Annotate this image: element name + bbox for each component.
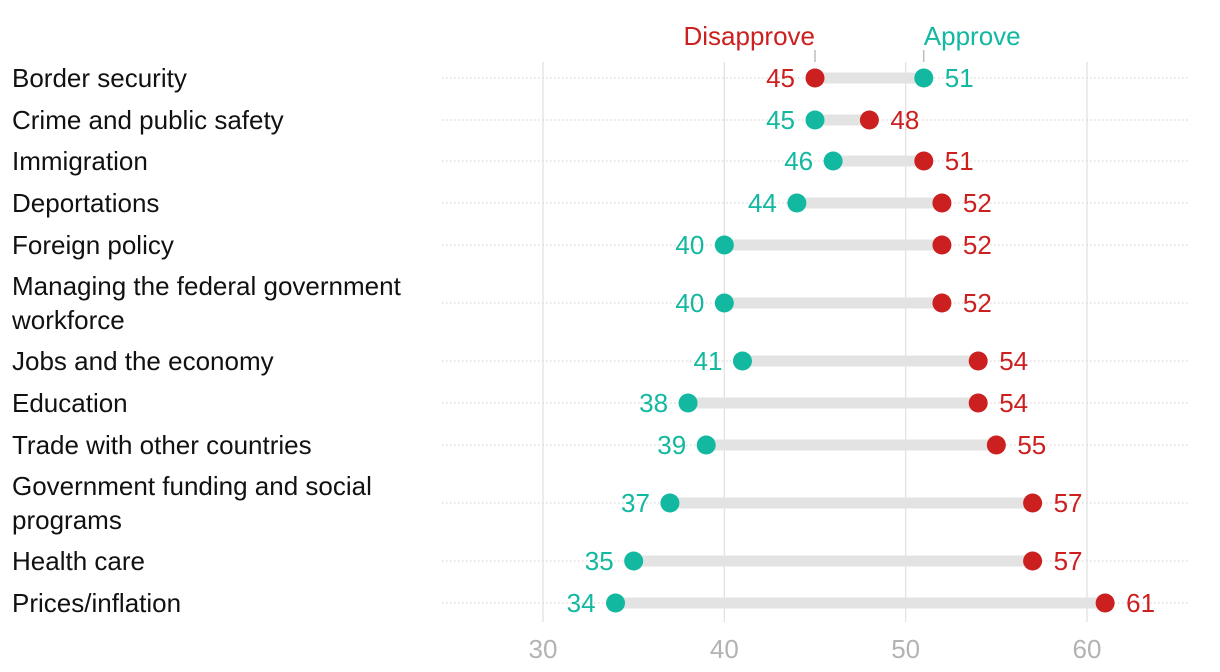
category-label: Prices/inflation xyxy=(12,588,181,618)
disapprove-value-label: 52 xyxy=(963,288,992,318)
category-label: Crime and public safety xyxy=(12,105,284,135)
legend-disapprove: Disapprove xyxy=(683,21,815,51)
labels: 45 51 Border security 45 48 Crime and public … xyxy=(11,63,1155,618)
disapprove-point xyxy=(914,151,934,171)
approve-point xyxy=(914,68,934,88)
x-tick-label-30: 30 xyxy=(529,634,558,664)
category-label: Education xyxy=(12,388,128,418)
approve-point xyxy=(805,110,825,130)
connector-bars xyxy=(615,72,1106,609)
category-label: Border security xyxy=(12,63,187,93)
approve-value-label: 44 xyxy=(748,188,777,218)
approve-value-label: 37 xyxy=(621,488,650,518)
approve-value-label: 40 xyxy=(675,288,704,318)
category-label: Deportations xyxy=(12,188,159,218)
category-label: Foreign policy xyxy=(12,230,174,260)
data-points xyxy=(606,68,1115,613)
approve-value-label: 40 xyxy=(675,230,704,260)
approve-point xyxy=(714,293,734,313)
disapprove-value-label: 54 xyxy=(999,346,1028,376)
approve-point xyxy=(787,193,807,213)
approve-point xyxy=(696,435,716,455)
category-label: Immigration xyxy=(12,146,148,176)
legend: Disapprove Approve xyxy=(683,21,1021,62)
disapprove-value-label: 52 xyxy=(963,230,992,260)
approve-point xyxy=(678,393,698,413)
approve-value-label: 35 xyxy=(585,546,614,576)
approve-point xyxy=(732,351,752,371)
category-label: Health care xyxy=(12,546,145,576)
category-label: Managing the federal government workforce xyxy=(11,271,402,335)
disapprove-point xyxy=(968,351,988,371)
disapprove-value-label: 54 xyxy=(999,388,1028,418)
legend-approve: Approve xyxy=(924,21,1021,51)
approve-value-label: 41 xyxy=(694,346,723,376)
category-label: Trade with other countries xyxy=(12,430,312,460)
disapprove-value-label: 52 xyxy=(963,188,992,218)
category-label: Jobs and the economy xyxy=(12,346,274,376)
disapprove-value-label: 51 xyxy=(945,146,974,176)
disapprove-value-label: 57 xyxy=(1054,488,1083,518)
approve-value-label: 34 xyxy=(567,588,596,618)
approve-point xyxy=(714,235,734,255)
disapprove-point xyxy=(968,393,988,413)
disapprove-value-label: 61 xyxy=(1126,588,1155,618)
x-tick-label-40: 40 xyxy=(710,634,739,664)
approve-value-label: 45 xyxy=(766,105,795,135)
disapprove-point xyxy=(932,193,952,213)
approve-value-label: 51 xyxy=(945,63,974,93)
disapprove-point xyxy=(1095,593,1115,613)
approve-value-label: 38 xyxy=(639,388,668,418)
approve-value-label: 46 xyxy=(784,146,813,176)
row-guide-lines xyxy=(442,77,1188,604)
approve-value-label: 39 xyxy=(657,430,686,460)
approve-point xyxy=(624,551,644,571)
x-axis: 30 40 50 60 xyxy=(529,634,1102,664)
disapprove-point xyxy=(1023,493,1043,513)
disapprove-point xyxy=(1023,551,1043,571)
approve-point xyxy=(823,151,843,171)
x-tick-label-50: 50 xyxy=(891,634,920,664)
disapprove-point xyxy=(986,435,1006,455)
disapprove-point xyxy=(805,68,825,88)
category-label: Government funding and social programs xyxy=(12,471,372,535)
x-tick-label-60: 60 xyxy=(1073,634,1102,664)
disapprove-value-label: 57 xyxy=(1054,546,1083,576)
approve-point xyxy=(606,593,626,613)
disapprove-value-label: 55 xyxy=(1017,430,1046,460)
approve-point xyxy=(660,493,680,513)
disapprove-value-label: 48 xyxy=(890,105,919,135)
vertical-gridlines xyxy=(542,62,1088,622)
disapprove-point xyxy=(932,235,952,255)
disapprove-value-label: 45 xyxy=(766,63,795,93)
disapprove-point xyxy=(932,293,952,313)
disapprove-point xyxy=(859,110,879,130)
